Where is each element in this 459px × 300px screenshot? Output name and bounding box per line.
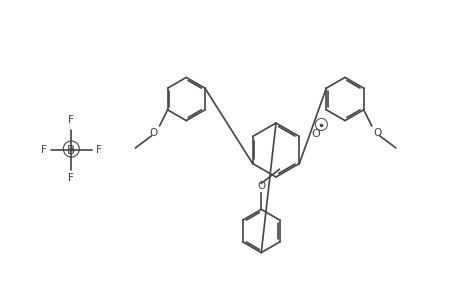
- Text: O: O: [373, 128, 381, 138]
- Text: O: O: [311, 128, 319, 139]
- Text: F: F: [95, 145, 101, 155]
- Text: F: F: [68, 115, 74, 124]
- Text: O: O: [257, 182, 265, 191]
- Text: O: O: [149, 128, 157, 138]
- Text: F: F: [41, 145, 47, 155]
- Text: F: F: [68, 173, 74, 183]
- Text: B: B: [67, 143, 75, 157]
